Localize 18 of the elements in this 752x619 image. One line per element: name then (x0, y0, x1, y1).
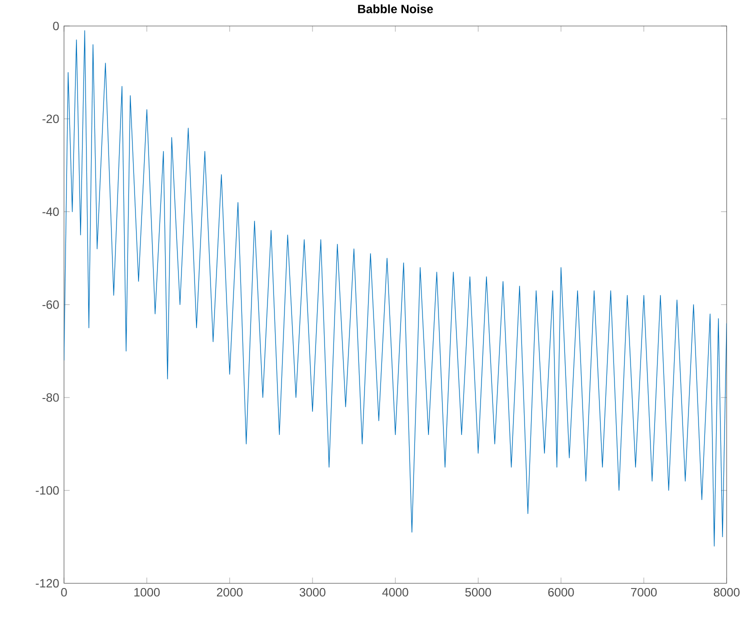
x-tick-label: 8000 (714, 588, 740, 596)
chart-title: Babble Noise (358, 4, 433, 14)
x-tick-label: 2000 (216, 588, 243, 596)
y-tick-label: -40 (42, 207, 59, 216)
x-tick-label: 7000 (631, 588, 657, 596)
x-tick-label: 3000 (300, 588, 326, 596)
y-tick-label: -120 (36, 578, 59, 588)
y-tick-label: -80 (42, 393, 59, 402)
y-tick-label: -60 (42, 300, 59, 309)
y-tick-label: 0 (53, 22, 59, 30)
x-tick-label: 5000 (465, 588, 492, 596)
y-tick-label: -100 (36, 486, 59, 495)
x-tick-label: 0 (61, 588, 67, 596)
line-series (64, 30, 727, 546)
x-tick-label: 1000 (134, 588, 160, 596)
x-tick-label: 6000 (548, 588, 574, 596)
y-tick-label: -20 (42, 114, 59, 123)
x-tick-label: 4000 (382, 588, 408, 596)
